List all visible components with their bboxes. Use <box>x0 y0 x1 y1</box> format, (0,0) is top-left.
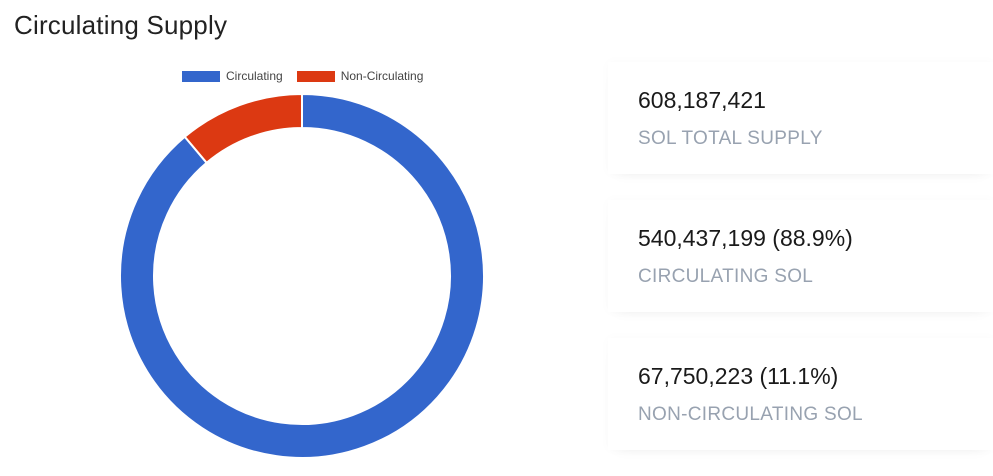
stat-label-non-circulating: NON-CIRCULATING SOL <box>638 404 863 425</box>
legend-swatch-non-circulating <box>296 70 335 82</box>
supply-chart: Circulating Non-Circulating <box>0 55 600 475</box>
legend-label-circulating: Circulating <box>226 69 283 83</box>
legend-label-non-circulating: Non-Circulating <box>340 69 424 83</box>
supply-stats: 608,187,421 SOL TOTAL SUPPLY 540,437,199… <box>608 62 993 476</box>
page-title: Circulating Supply <box>14 10 228 40</box>
legend-swatch-circulating <box>182 70 220 82</box>
donut-slice-circulating[interactable] <box>119 92 485 459</box>
stat-card-circulating: 540,437,199 (88.9%) CIRCULATING SOL <box>608 200 993 312</box>
stat-card-total-supply: 608,187,421 SOL TOTAL SUPPLY <box>608 62 993 174</box>
stat-label-circulating: CIRCULATING SOL <box>638 266 814 287</box>
stat-label-total-supply: SOL TOTAL SUPPLY <box>638 128 823 149</box>
stat-card-non-circulating: 67,750,223 (11.1%) NON-CIRCULATING SOL <box>608 338 993 450</box>
stat-value-circulating: 540,437,199 (88.9%) <box>638 225 853 251</box>
stat-value-non-circulating: 67,750,223 (11.1%) <box>638 363 839 389</box>
legend-item-circulating[interactable]: Circulating <box>182 69 283 83</box>
donut-chart <box>119 92 485 459</box>
legend-item-non-circulating[interactable]: Non-Circulating <box>296 69 424 83</box>
stat-value-total-supply: 608,187,421 <box>638 87 766 113</box>
chart-legend: Circulating Non-Circulating <box>182 69 437 83</box>
donut-slice-non-circulating[interactable] <box>183 92 303 165</box>
